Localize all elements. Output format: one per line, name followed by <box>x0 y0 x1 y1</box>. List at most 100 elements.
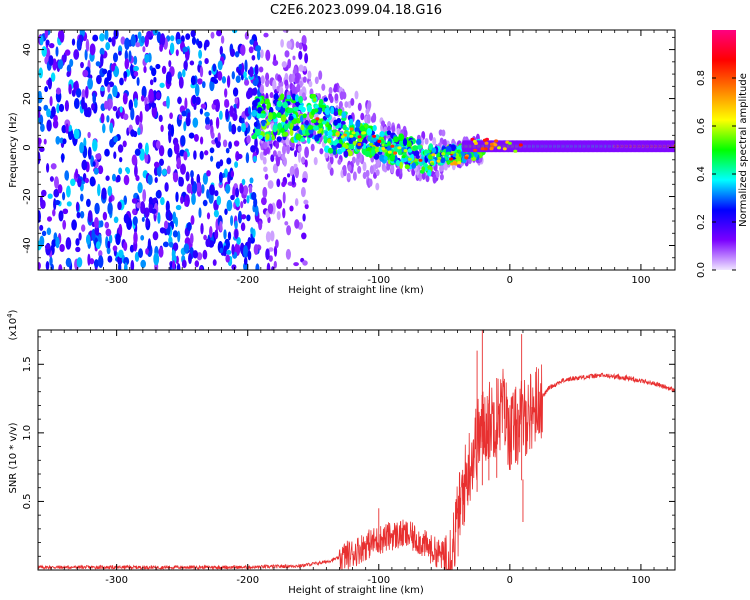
heatmap-cell <box>213 78 219 85</box>
heatmap-cell <box>176 263 181 270</box>
heatmap-cell <box>119 156 123 163</box>
heatmap-cell <box>308 80 313 88</box>
heatmap-cell <box>236 153 243 160</box>
heatmap-cell <box>205 238 211 248</box>
heatmap-cell <box>196 252 203 261</box>
heatmap-cell <box>161 168 168 176</box>
heatmap-cell <box>407 157 412 161</box>
y-tick-label: 0.5 <box>22 493 33 509</box>
heatmap-cell <box>212 259 217 266</box>
heatmap-cell <box>482 138 487 142</box>
heatmap-cell <box>65 237 72 250</box>
heatmap-cell <box>195 96 201 105</box>
heatmap-cell <box>292 55 296 61</box>
heatmap-cell <box>84 86 89 99</box>
heatmap-cell <box>263 166 268 173</box>
heatmap-cell <box>303 199 309 205</box>
heatmap-cell <box>272 59 279 66</box>
heatmap-cell <box>154 177 158 183</box>
heatmap-cell <box>313 108 319 113</box>
heatmap-cell <box>209 147 215 154</box>
heatmap-cell <box>111 173 117 182</box>
heatmap-cell <box>117 144 124 153</box>
heatmap-cell <box>399 139 405 146</box>
heatmap-cell <box>270 154 275 162</box>
heatmap-cell <box>224 100 230 108</box>
heatmap-cell <box>277 150 282 158</box>
heatmap-cell <box>248 46 254 54</box>
heatmap-cell <box>38 262 41 270</box>
heatmap-cell <box>421 166 426 172</box>
heatmap-cell <box>225 147 230 154</box>
heatmap-cell <box>133 98 138 109</box>
heatmap-cell <box>404 164 410 170</box>
heatmap-cell <box>244 79 250 86</box>
x-tick-label: -300 <box>105 275 128 286</box>
heatmap-cell <box>393 136 399 143</box>
heatmap-cell <box>51 239 57 248</box>
heatmap-cell <box>94 217 99 229</box>
heatmap-cell <box>247 250 252 261</box>
colorbar-gradient <box>712 30 736 270</box>
heatmap-cell <box>251 191 257 201</box>
heatmap-cell <box>219 247 224 254</box>
heatmap-cell <box>41 189 47 197</box>
heatmap-cell <box>97 255 104 268</box>
heatmap-cell <box>137 31 142 40</box>
heatmap-cell <box>437 156 442 160</box>
heatmap-cell <box>340 147 346 153</box>
heatmap-cell <box>379 154 385 162</box>
heatmap-cell <box>429 132 433 141</box>
heatmap-cell <box>321 83 326 91</box>
snr-multiplier: (x104) <box>6 309 19 340</box>
spectrogram-heatmap <box>38 30 675 270</box>
heatmap-cell <box>53 188 60 198</box>
snr-xlabel: Height of straight line (km) <box>288 585 424 596</box>
heatmap-cell <box>316 107 322 115</box>
heatmap-cell <box>295 133 302 141</box>
heatmap-cell <box>295 41 300 49</box>
heatmap-cell <box>302 260 308 266</box>
heatmap-cell <box>112 85 118 98</box>
heatmap-cell <box>235 75 241 84</box>
heatmap-cell <box>104 221 110 229</box>
heatmap-cell <box>359 125 366 132</box>
heatmap-cell <box>349 134 354 138</box>
heatmap-cell <box>254 137 258 150</box>
heatmap-cell <box>186 183 193 194</box>
heatmap-cell <box>92 161 96 167</box>
heatmap-cell <box>52 209 56 217</box>
heatmap-cell <box>160 124 164 133</box>
heatmap-cell <box>132 208 137 215</box>
heatmap-cell <box>249 66 254 78</box>
heatmap-cell <box>103 100 109 110</box>
heatmap-cell <box>178 114 183 121</box>
heatmap-cell <box>159 82 165 88</box>
heatmap-cell <box>107 240 111 249</box>
heatmap-cell <box>102 68 108 75</box>
heatmap-cell <box>181 110 187 117</box>
heatmap-cell <box>298 104 304 111</box>
heatmap-cell <box>38 110 41 118</box>
heatmap-cell <box>62 219 67 230</box>
heatmap-cell <box>147 238 152 251</box>
heatmap-cell <box>450 151 455 155</box>
heatmap-cell <box>276 112 282 119</box>
heatmap-cell <box>66 71 71 78</box>
heatmap-cell <box>319 118 324 122</box>
heatmap-cell <box>38 210 41 223</box>
heatmap-cell <box>219 45 223 56</box>
heatmap-cell <box>183 243 190 254</box>
heatmap-cell <box>41 230 47 237</box>
heatmap-cell <box>144 142 149 156</box>
heatmap-cell <box>134 164 138 178</box>
heatmap-cell <box>328 86 333 95</box>
heatmap-cell <box>219 159 224 167</box>
heatmap-cell <box>64 170 70 181</box>
heatmap-cell <box>99 33 105 42</box>
heatmap-cell <box>110 63 116 72</box>
heatmap-cell <box>291 174 296 186</box>
heatmap-cell <box>250 227 254 235</box>
heatmap-cell <box>119 106 123 113</box>
heatmap-cell <box>116 174 121 183</box>
